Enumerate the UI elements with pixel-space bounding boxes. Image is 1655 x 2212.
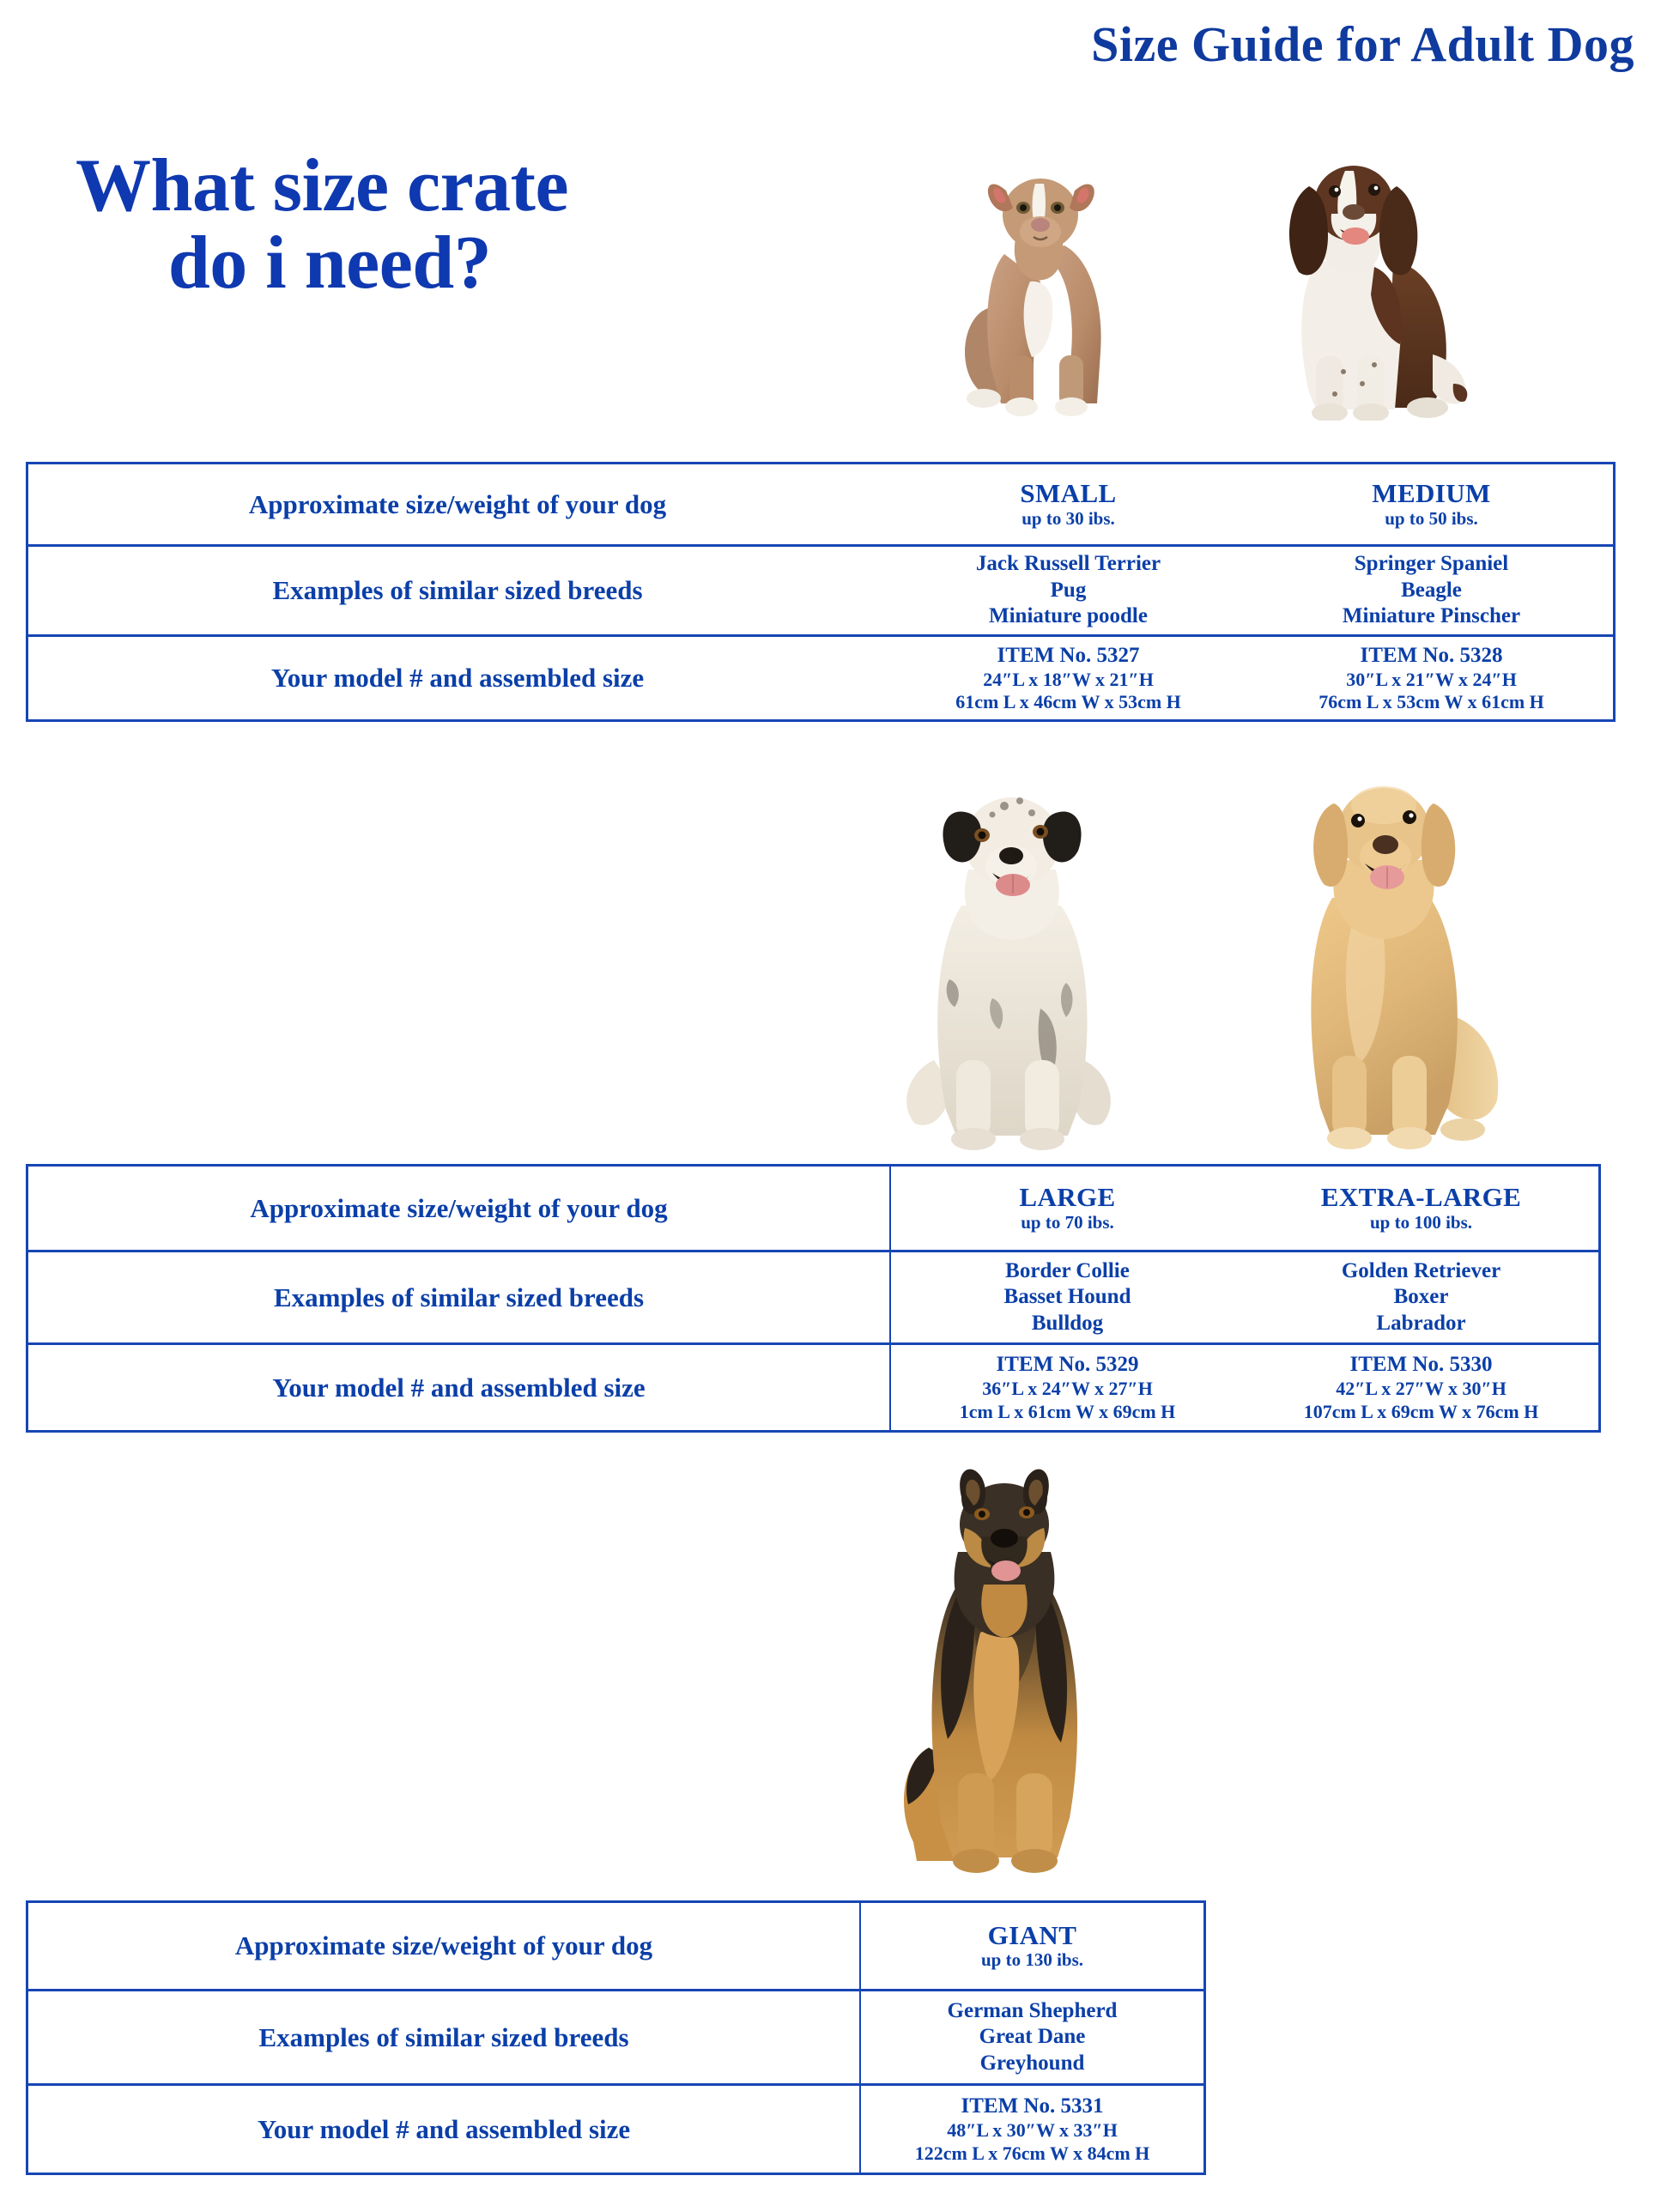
table-row-breeds: Examples of similar sized breeds Border …	[28, 1252, 1598, 1345]
small-dog-photo	[937, 153, 1154, 421]
size-weight-giant: up to 130 ibs.	[980, 1949, 1084, 1971]
row-label-model: Your model # and assembled size	[257, 2113, 631, 2144]
cell-large-breeds: Border Collie Basset Hound Bulldog	[889, 1252, 1244, 1342]
table-row-size-weight: Approximate size/weight of your dog GIAN…	[28, 1903, 1203, 1991]
item-number: ITEM No. 5329	[996, 1353, 1139, 1377]
breed-item: Miniature poodle	[989, 604, 1148, 628]
dimensions-inches: 24″L x 18″W x 21″H	[983, 668, 1154, 690]
table-row-breeds: Examples of similar sized breeds German …	[28, 1991, 1203, 2086]
page-title-line-1: What size crate	[76, 144, 569, 227]
table-row-model: Your model # and assembled size ITEM No.…	[28, 2086, 1203, 2173]
table-row-size-weight: Approximate size/weight of your dog SMAL…	[28, 464, 1613, 547]
dimensions-inches: 36″L x 24″W x 27″H	[982, 1378, 1153, 1400]
table-row-size-weight: Approximate size/weight of your dog LARG…	[28, 1167, 1598, 1252]
breed-item: Border Collie	[1005, 1258, 1130, 1282]
dimensions-cm: 122cm L x 76cm W x 84cm H	[914, 2142, 1150, 2164]
item-number: ITEM No. 5327	[997, 643, 1140, 667]
cell-medium-model: ITEM No. 5328 30″L x 21″W x 24″H 76cm L …	[1250, 637, 1613, 719]
dimensions-inches: 42″L x 27″W x 30″H	[1336, 1378, 1506, 1400]
cell-medium-size: MEDIUM up to 50 ibs.	[1250, 464, 1613, 544]
cell-small-model: ITEM No. 5327 24″L x 18″W x 21″H 61cm L …	[887, 637, 1250, 719]
size-weight-medium: up to 50 ibs.	[1385, 507, 1478, 529]
item-number: ITEM No. 5330	[1349, 1353, 1493, 1377]
cell-large-model: ITEM No. 5329 36″L x 24″W x 27″H 1cm L x…	[889, 1345, 1244, 1430]
breed-item: Miniature Pinscher	[1342, 604, 1521, 628]
breed-item: Bulldog	[1031, 1311, 1104, 1335]
row-label-size-weight: Approximate size/weight of your dog	[248, 488, 667, 519]
dimensions-cm: 1cm L x 61cm W x 69cm H	[959, 1400, 1176, 1422]
cell-medium-breeds: Springer Spaniel Beagle Miniature Pinsch…	[1250, 547, 1613, 634]
crate-size-table-small-medium: Approximate size/weight of your dog SMAL…	[26, 462, 1616, 722]
breed-item: Golden Retriever	[1341, 1258, 1501, 1282]
table-row-model: Your model # and assembled size ITEM No.…	[28, 1345, 1598, 1430]
medium-dog-photo	[1249, 150, 1491, 421]
size-weight-xlarge: up to 100 ibs.	[1369, 1211, 1473, 1233]
size-name-large: LARGE	[1019, 1182, 1116, 1213]
size-name-small: SMALL	[1020, 478, 1117, 509]
dimensions-cm: 61cm L x 46cm W x 53cm H	[955, 691, 1181, 712]
row-label-model: Your model # and assembled size	[270, 663, 645, 693]
breed-item: Labrador	[1376, 1311, 1466, 1335]
giant-dog-photo	[876, 1464, 1133, 1875]
size-name-medium: MEDIUM	[1372, 478, 1491, 509]
row-label-breeds: Examples of similar sized breeds	[273, 1282, 645, 1312]
row-label-size-weight: Approximate size/weight of your dog	[250, 1192, 668, 1223]
cell-giant-model: ITEM No. 5331 48″L x 30″W x 33″H 122cm L…	[859, 2086, 1203, 2173]
cell-xlarge-breeds: Golden Retriever Boxer Labrador	[1244, 1252, 1598, 1342]
breed-item: Basset Hound	[1003, 1285, 1131, 1309]
size-name-giant: GIANT	[987, 1919, 1077, 1950]
crate-size-table-giant: Approximate size/weight of your dog GIAN…	[26, 1900, 1206, 2175]
dimensions-cm: 107cm L x 69cm W x 76cm H	[1303, 1400, 1539, 1422]
size-weight-large: up to 70 ibs.	[1021, 1211, 1114, 1233]
dimensions-inches: 48″L x 30″W x 33″H	[947, 2119, 1118, 2142]
xlarge-dog-photo	[1258, 771, 1516, 1151]
crate-size-table-large-xlarge: Approximate size/weight of your dog LARG…	[26, 1164, 1601, 1433]
breed-item: Beagle	[1401, 578, 1462, 602]
page-title-line-2: do i need?	[167, 221, 492, 305]
cell-small-size: SMALL up to 30 ibs.	[887, 464, 1250, 544]
cell-xlarge-model: ITEM No. 5330 42″L x 27″W x 30″H 107cm L…	[1244, 1345, 1598, 1430]
cell-small-breeds: Jack Russell Terrier Pug Miniature poodl…	[887, 547, 1250, 634]
cell-xlarge-size: EXTRA-LARGE up to 100 ibs.	[1244, 1167, 1598, 1250]
breed-item: German Shepherd	[947, 1998, 1118, 2022]
breed-item: Greyhound	[979, 2051, 1085, 2075]
size-weight-small: up to 30 ibs.	[1021, 507, 1115, 529]
row-label-breeds: Examples of similar sized breeds	[258, 2021, 629, 2052]
size-name-xlarge: EXTRA-LARGE	[1320, 1182, 1522, 1213]
breed-item: Boxer	[1393, 1285, 1449, 1309]
row-label-size-weight: Approximate size/weight of your dog	[234, 1930, 653, 1960]
row-label-breeds: Examples of similar sized breeds	[272, 575, 643, 605]
cell-giant-breeds: German Shepherd Great Dane Greyhound	[859, 1991, 1203, 2083]
cell-large-size: LARGE up to 70 ibs.	[889, 1167, 1244, 1250]
breed-item: Pug	[1050, 578, 1087, 602]
breed-item: Jack Russell Terrier	[975, 552, 1161, 576]
large-dog-photo	[889, 777, 1138, 1153]
dimensions-cm: 76cm L x 53cm W x 61cm H	[1319, 691, 1544, 712]
table-row-model: Your model # and assembled size ITEM No.…	[28, 637, 1613, 719]
breed-item: Great Dane	[979, 2025, 1086, 2049]
breed-item: Springer Spaniel	[1354, 552, 1509, 576]
cell-giant-size: GIANT up to 130 ibs.	[859, 1903, 1203, 1989]
dimensions-inches: 30″L x 21″W x 24″H	[1346, 668, 1517, 690]
page-title: What size crate do i need?	[76, 144, 569, 305]
item-number: ITEM No. 5328	[1360, 643, 1503, 667]
row-label-model: Your model # and assembled size	[272, 1372, 646, 1403]
page-header-title: Size Guide for Adult Dog	[1091, 16, 1634, 72]
table-row-breeds: Examples of similar sized breeds Jack Ru…	[28, 547, 1613, 637]
item-number: ITEM No. 5331	[961, 2094, 1104, 2118]
